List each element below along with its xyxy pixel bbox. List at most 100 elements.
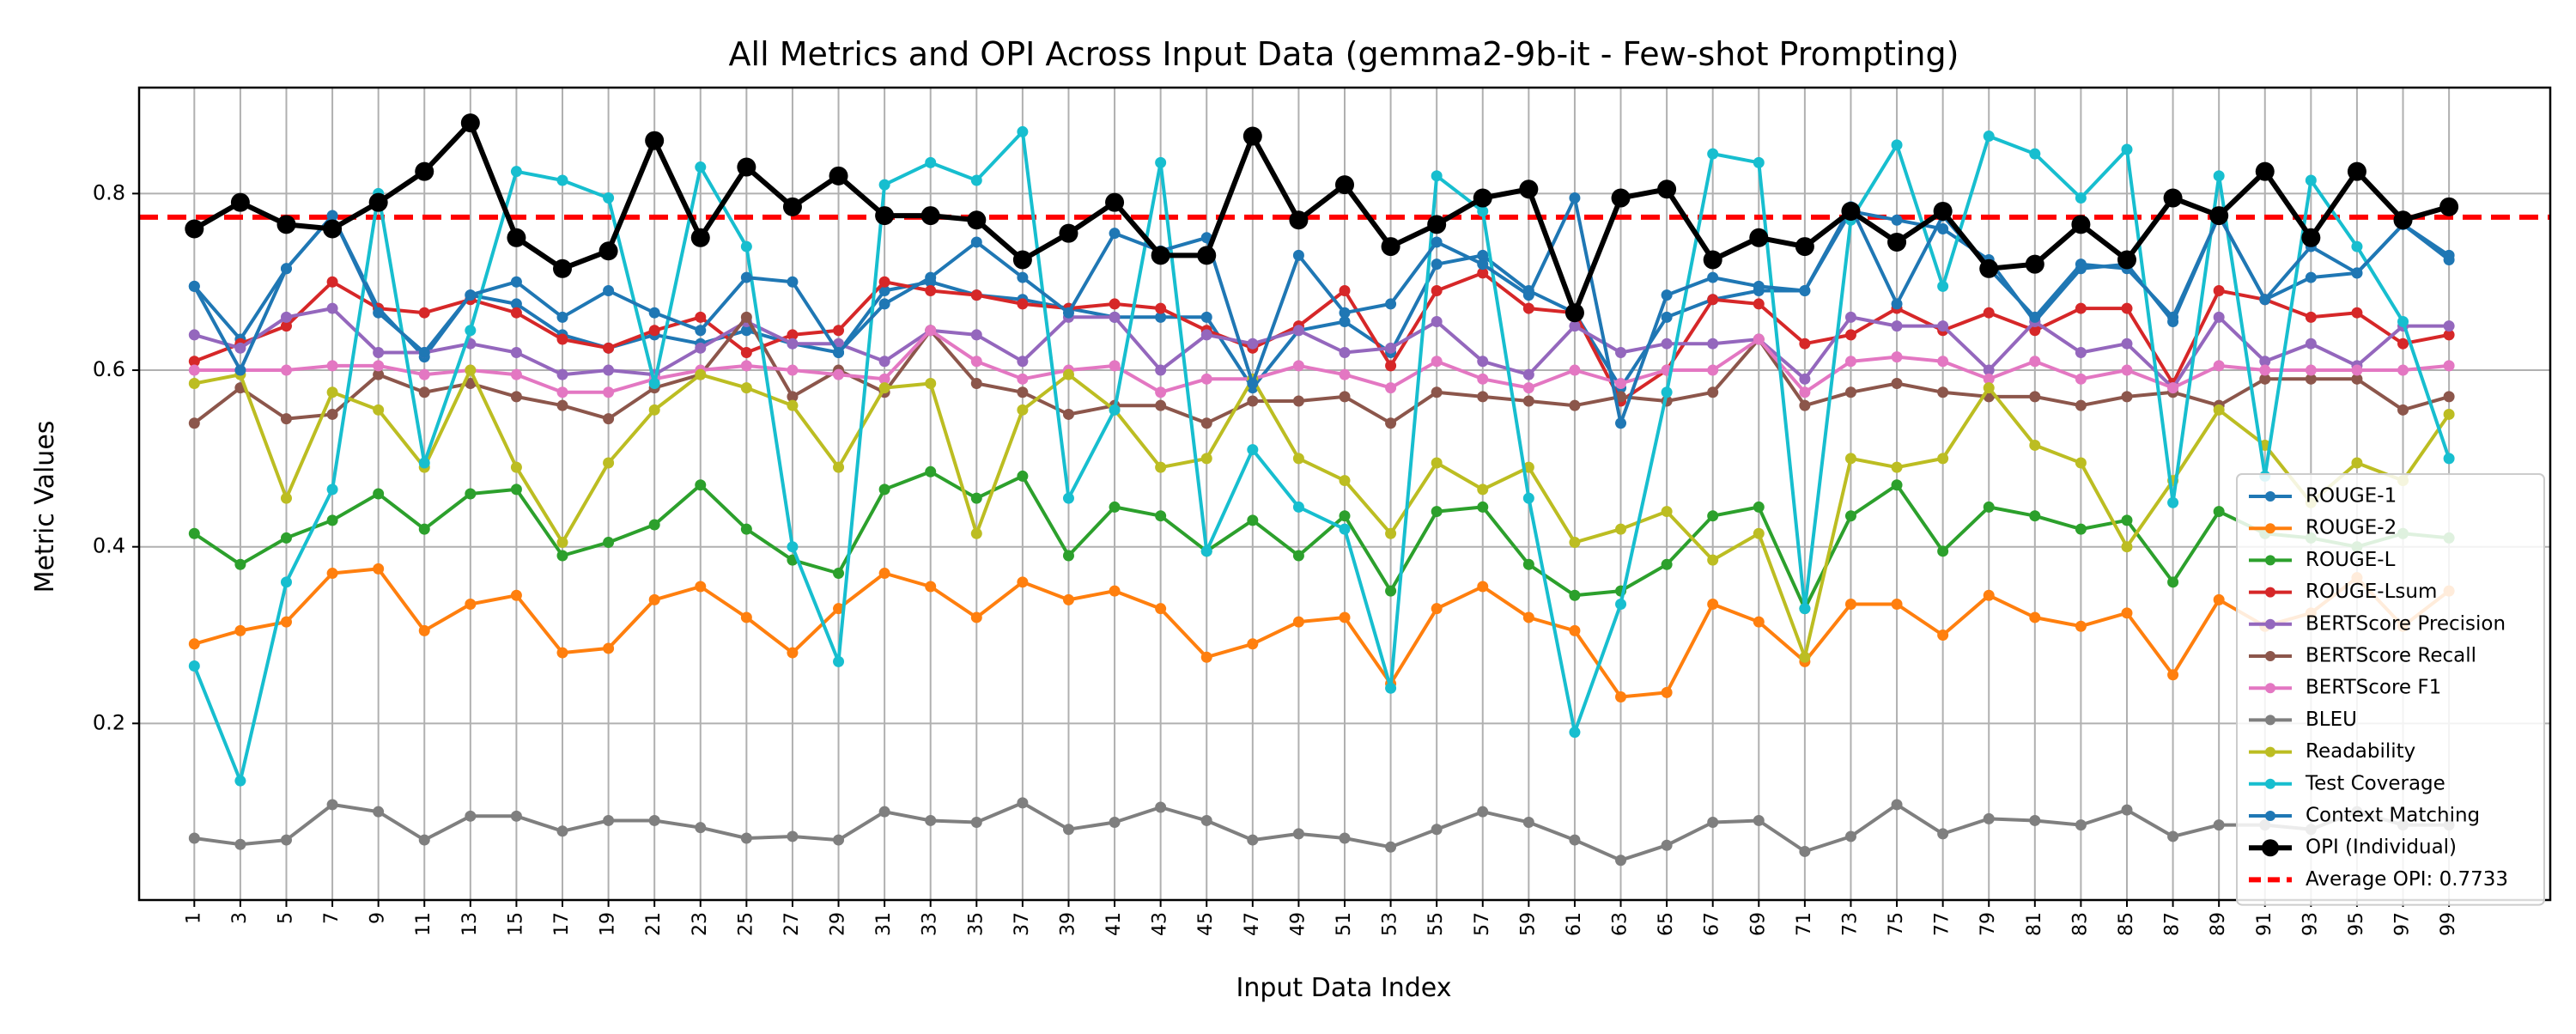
legend-box (2236, 473, 2545, 906)
data-point (2305, 373, 2317, 385)
x-tick-label: 31 (873, 912, 895, 936)
data-point (280, 492, 292, 504)
data-point (188, 832, 200, 844)
data-point (1844, 386, 1856, 398)
legend-label: ROUGE-L (2306, 549, 2396, 571)
data-point (507, 228, 526, 247)
series-line (194, 800, 2450, 862)
data-point (2443, 408, 2455, 420)
data-point (970, 174, 982, 186)
data-point (1062, 550, 1074, 562)
data-point (648, 307, 660, 319)
data-point (1891, 799, 1903, 811)
data-point (373, 404, 385, 416)
data-point (2121, 143, 2133, 155)
series-bleu (188, 797, 2455, 867)
data-point (326, 568, 338, 580)
data-point (2121, 391, 2133, 403)
data-point (1385, 527, 1397, 539)
data-point (833, 655, 845, 667)
data-point (878, 568, 890, 580)
data-point (2075, 819, 2087, 831)
data-point (2075, 399, 2087, 411)
data-point (2305, 311, 2317, 323)
data-point (188, 329, 200, 341)
data-point (1891, 351, 1903, 363)
legend-label: BERTScore Recall (2306, 645, 2476, 667)
data-point (2397, 338, 2409, 350)
data-point (1292, 616, 1304, 628)
data-point (1477, 249, 1489, 261)
data-point (418, 368, 430, 380)
data-point (2029, 311, 2041, 323)
data-point (1891, 139, 1903, 151)
legend-marker (2265, 778, 2275, 789)
data-point (1749, 228, 1769, 247)
data-point (1564, 303, 1584, 323)
data-point (878, 382, 890, 394)
data-point (2351, 373, 2363, 385)
legend-marker (2265, 683, 2275, 694)
data-point (280, 311, 292, 323)
x-tick-label: 39 (1057, 912, 1078, 936)
data-point (1477, 373, 1489, 385)
data-point (1983, 589, 1995, 601)
data-point (556, 550, 568, 562)
data-point (2439, 197, 2459, 216)
data-point (1155, 801, 1167, 813)
x-tick-label: 51 (1334, 912, 1355, 936)
x-tick-label: 79 (1978, 912, 1999, 936)
data-point (1292, 453, 1304, 465)
data-point (1335, 175, 1354, 195)
data-point (1247, 834, 1259, 846)
data-point (1339, 307, 1351, 319)
data-point (185, 219, 204, 239)
legend-label: ROUGE-1 (2306, 485, 2397, 508)
data-point (603, 285, 615, 296)
data-point (2029, 510, 2041, 522)
data-point (740, 311, 752, 323)
legend-marker (2265, 811, 2275, 821)
data-point (1017, 576, 1029, 588)
data-point (418, 834, 430, 846)
data-point (1339, 475, 1351, 487)
x-tick-label: 19 (598, 912, 619, 936)
data-point (645, 131, 665, 150)
data-point (970, 289, 982, 301)
data-point (2443, 453, 2455, 465)
data-point (2075, 258, 2087, 271)
data-point (695, 311, 707, 323)
data-point (1799, 603, 1811, 615)
data-point (2121, 364, 2133, 376)
data-point (970, 356, 982, 368)
data-point (2213, 170, 2225, 182)
data-point (1844, 830, 1856, 842)
data-point (1753, 527, 1765, 539)
data-point (2347, 161, 2366, 181)
x-tick-label: 83 (2069, 912, 2091, 936)
data-point (1431, 457, 1443, 469)
data-point (1339, 285, 1351, 296)
y-tick-label: 0.2 (93, 710, 125, 734)
data-point (690, 228, 710, 247)
data-point (188, 356, 200, 368)
data-point (603, 413, 615, 425)
data-point (1200, 417, 1212, 429)
data-point (2075, 373, 2087, 385)
data-point (925, 271, 937, 283)
data-point (2393, 210, 2413, 230)
data-point (553, 258, 573, 278)
data-point (695, 822, 707, 834)
x-tick-label: 63 (1610, 912, 1631, 936)
data-point (1012, 250, 1032, 270)
data-point (326, 360, 338, 372)
data-point (1707, 817, 1719, 829)
data-point (740, 346, 752, 358)
data-point (970, 377, 982, 389)
data-point (1109, 501, 1121, 513)
data-point (1200, 373, 1212, 385)
legend-marker (2265, 523, 2275, 534)
data-point (326, 514, 338, 526)
data-point (1292, 828, 1304, 840)
x-tick-label: 57 (1472, 912, 1493, 936)
